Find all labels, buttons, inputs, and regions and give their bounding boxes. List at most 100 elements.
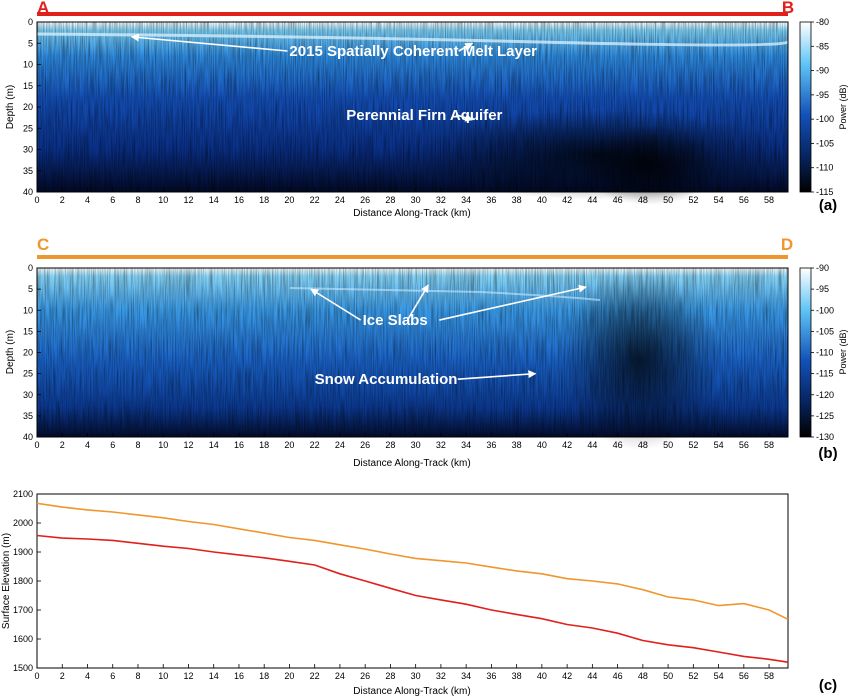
x-tick-label: 32 (436, 195, 446, 205)
y-ticks-b: 0 5 10 15 20 25 30 35 40 (23, 263, 41, 442)
colorbar-label-b: Power (dB) (838, 329, 848, 374)
annotation-arrow (458, 42, 474, 52)
x-tick-label: 54 (714, 440, 724, 450)
panel-a: 0 2 4 6 8 10 12 14 16 18 20 22 24 26 28 30 32 34 36 38 40 42 4… (5, 0, 848, 219)
x-tick-label: 44 (587, 671, 597, 681)
x-tick-label: 12 (183, 195, 193, 205)
x-tick-label: 24 (335, 671, 345, 681)
x-tick-label: 48 (638, 671, 648, 681)
x-tick-label: 58 (764, 440, 774, 450)
x-tick-label: 18 (259, 195, 269, 205)
colorbar-tick-label: -90 (816, 66, 829, 76)
x-tick-label: 0 (34, 195, 39, 205)
x-tick-label: 12 (183, 671, 193, 681)
y-tick-label: 1700 (13, 605, 33, 615)
x-tick-label: 40 (537, 671, 547, 681)
radargram-a-melt-layer (36, 32, 789, 47)
x-tick-label: 14 (209, 195, 219, 205)
x-tick-label: 18 (259, 671, 269, 681)
y-tick-label: 35 (23, 166, 33, 176)
colorbar-tick-label: -130 (816, 432, 834, 442)
y-tick-label: 25 (23, 123, 33, 133)
colorbar-tick-label: -110 (816, 163, 833, 173)
x-tick-label: 16 (234, 440, 244, 450)
x-tick-label: 2 (60, 195, 65, 205)
colorbar-tick-label: -110 (816, 348, 833, 358)
x-tick-label: 28 (385, 440, 395, 450)
colorbar-tick-label: -85 (816, 41, 829, 51)
y-tick-label: 40 (23, 432, 33, 442)
x-tick-label: 32 (436, 671, 446, 681)
x-tick-label: 10 (158, 195, 168, 205)
x-tick-label: 46 (613, 195, 623, 205)
panel-b: 0 2 4 6 8 10 12 14 16 18 20 22 24 26 28 30 32 34 36 38 40 42 4… (5, 235, 848, 469)
annotation-arrow (439, 284, 587, 321)
elevation-series-line-1 (36, 534, 789, 663)
x-tick-label: 52 (688, 440, 698, 450)
x-tick-label: 30 (411, 440, 421, 450)
x-tick-label: 8 (135, 440, 140, 450)
x-tick-label: 20 (284, 671, 294, 681)
annotation-arrow (455, 113, 474, 122)
y-tick-label: 2100 (13, 489, 33, 499)
x-tick-label: 12 (183, 440, 193, 450)
endpoint-label-b-start: C (37, 235, 49, 254)
x-tick-label: 20 (284, 440, 294, 450)
endpoint-label-a-start: A (37, 0, 49, 17)
x-tick-label: 36 (486, 671, 496, 681)
x-tick-label: 58 (764, 671, 774, 681)
annotation-arrow (130, 33, 288, 52)
colorbar-tick-label: -95 (816, 90, 829, 100)
x-tick-label: 10 (158, 440, 168, 450)
annotations-b: Ice Slabs Snow Accumulation (310, 284, 587, 388)
endpoint-label-a-end: B (782, 0, 794, 17)
x-tick-label: 48 (638, 195, 648, 205)
x-tick-label: 52 (688, 195, 698, 205)
x-tick-label: 26 (360, 195, 370, 205)
x-tick-label: 34 (461, 671, 471, 681)
x-tick-label: 14 (209, 440, 219, 450)
x-tick-label: 8 (135, 195, 140, 205)
x-tick-label: 36 (486, 195, 496, 205)
x-tick-label: 26 (360, 671, 370, 681)
x-tick-label: 6 (110, 671, 115, 681)
x-tick-label: 58 (764, 195, 774, 205)
colorbar-tick-label: -105 (816, 326, 834, 336)
y-tick-label: 10 (23, 305, 33, 315)
panel-c: 0 2 4 6 8 10 12 14 16 18 20 22 24 26 28 30 32 34 36 38 40 42 4… (1, 489, 837, 697)
y-tick-label: 40 (23, 187, 33, 197)
colorbar-tick-label: -90 (816, 263, 829, 273)
x-tick-label: 40 (537, 440, 547, 450)
y-axis-label-c: Surface Elevation (m) (1, 533, 12, 629)
x-tick-label: 56 (739, 440, 749, 450)
x-tick-label: 38 (512, 195, 522, 205)
x-tick-label: 32 (436, 440, 446, 450)
x-tick-label: 42 (562, 195, 572, 205)
panel-label-c: (c) (819, 677, 837, 694)
x-tick-label: 46 (613, 440, 623, 450)
x-ticks-b: 0 2 4 6 8 10 12 14 16 18 20 22 24 26 28 30 32 34 36 38 40 42 4… (34, 433, 774, 450)
y-tick-label: 5 (28, 284, 33, 294)
y-tick-label: 30 (23, 390, 33, 400)
endpoint-label-b-end: D (781, 235, 793, 254)
panel-label-b: (b) (818, 445, 837, 462)
x-tick-label: 50 (663, 440, 673, 450)
radargram-b-speckle (37, 268, 788, 437)
x-ticks-c: 0 2 4 6 8 10 12 14 16 18 20 22 24 26 28 30 32 34 36 38 40 42 4… (34, 664, 774, 681)
x-tick-label: 8 (135, 671, 140, 681)
x-tick-label: 10 (158, 671, 168, 681)
annotation-arrow (406, 284, 429, 321)
x-tick-label: 4 (85, 440, 90, 450)
x-tick-label: 0 (34, 671, 39, 681)
colorbar-tick-label: -105 (816, 138, 834, 148)
x-tick-label: 54 (714, 671, 724, 681)
y-tick-label: 20 (23, 348, 33, 358)
colorbar-tick-label: -115 (816, 369, 833, 379)
x-tick-label: 4 (85, 195, 90, 205)
annotation-arrow (310, 288, 362, 321)
colorbar-tick-label: -100 (816, 305, 834, 315)
annotation-label: Ice Slabs (363, 312, 428, 329)
x-tick-label: 0 (34, 440, 39, 450)
colorbar-a (799, 21, 812, 193)
